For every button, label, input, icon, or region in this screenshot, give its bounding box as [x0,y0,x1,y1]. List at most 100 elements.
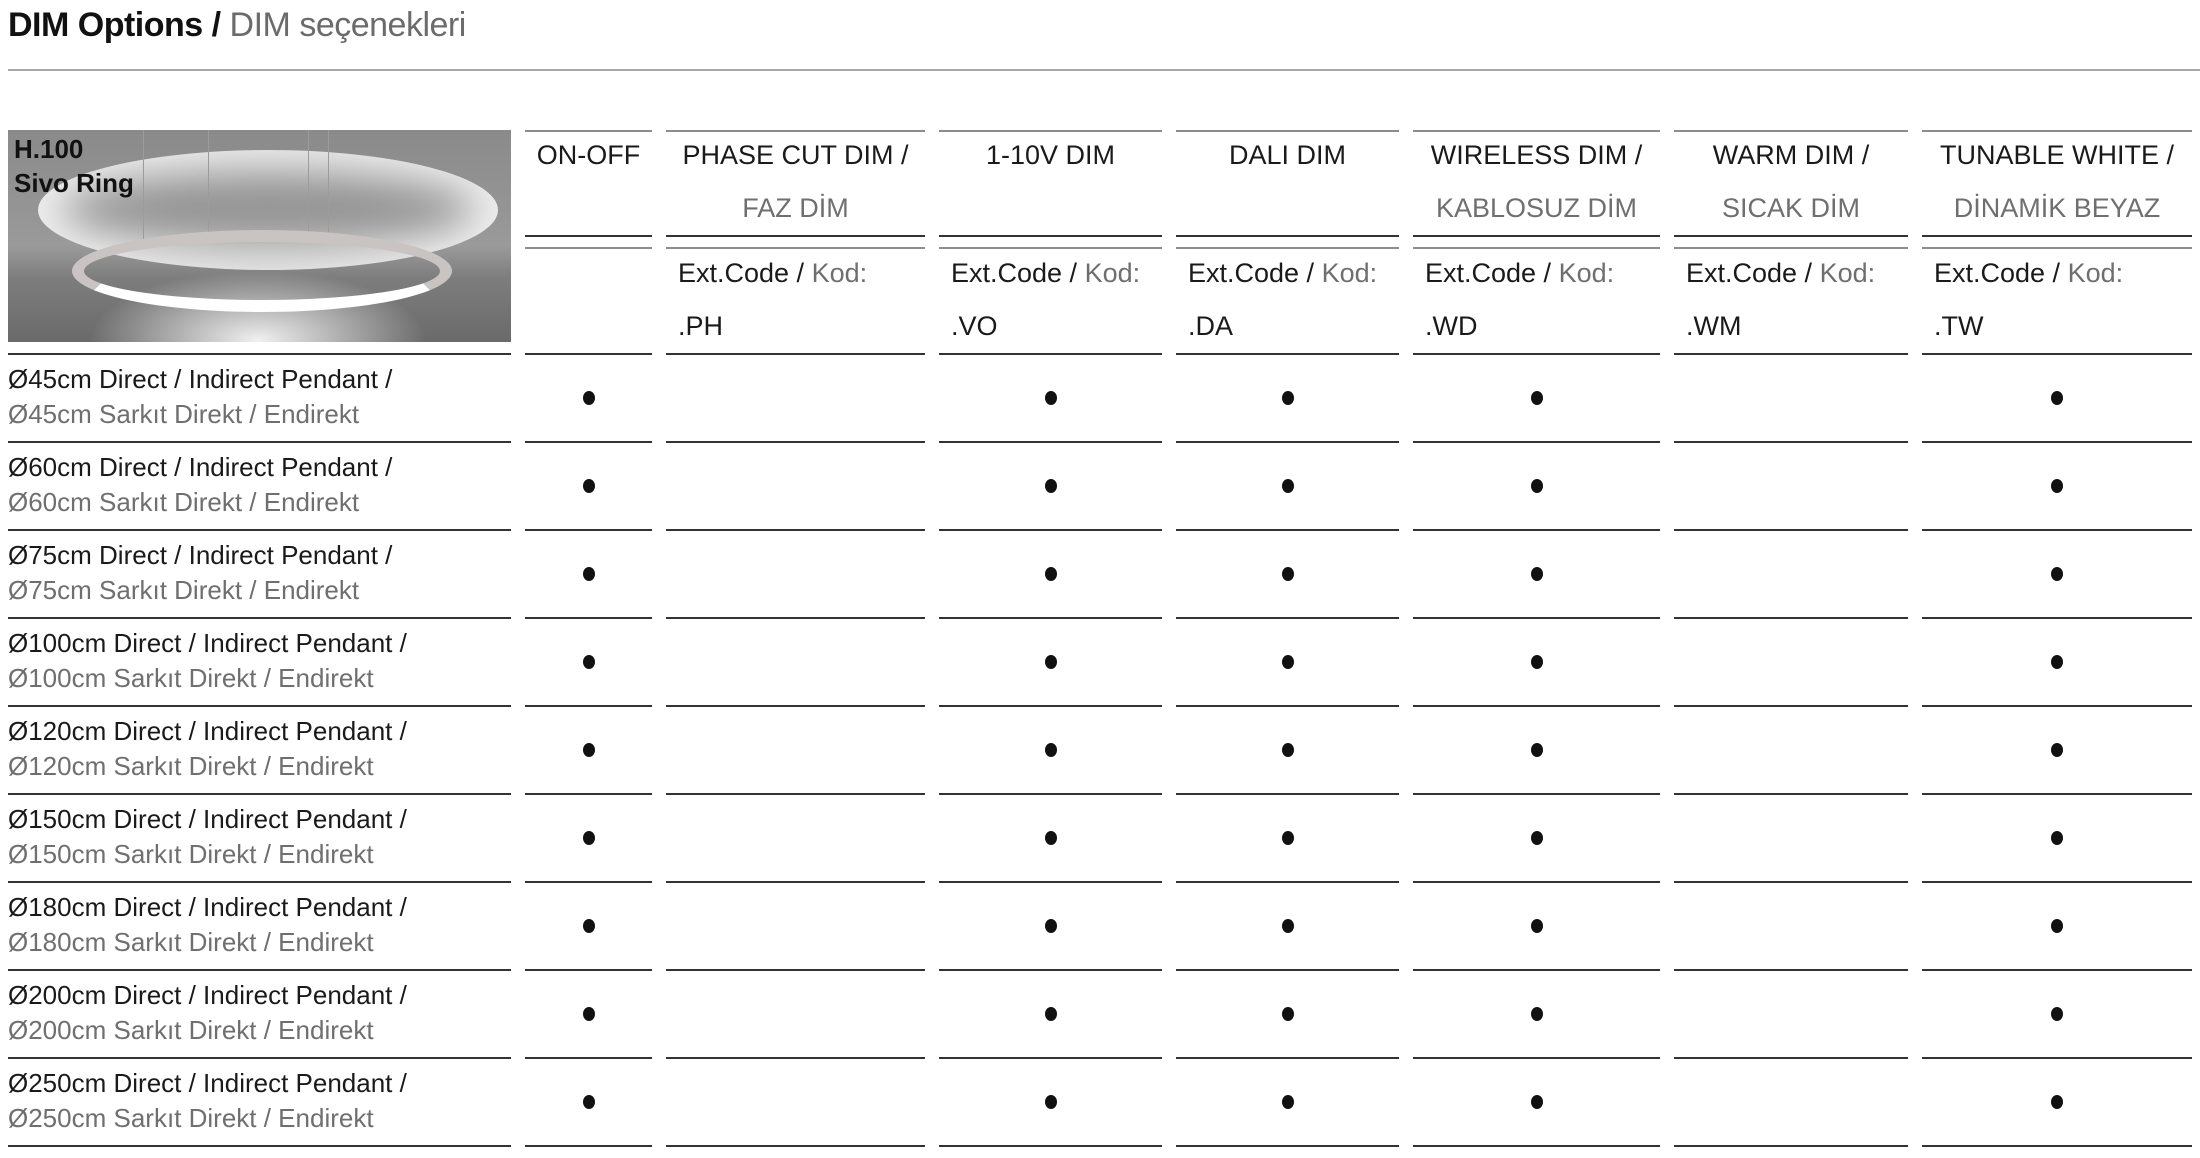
ext-code-label-tr: Kod: [1819,258,1876,288]
row-rule [1176,617,1399,619]
row-label-tr: Ø200cm Sarkıt Direkt / Endirekt [8,1015,374,1045]
column-subtitle-5: SICAK DİM [1721,193,1861,223]
row-rule [939,969,1162,971]
label-column-rule [8,353,511,355]
column-header-6: TUNABLE WHITE / [1922,140,2192,171]
supported-dot-icon [1530,831,1543,845]
supported-dot-icon [2051,831,2063,845]
row-label-en: Ø120cm Direct / Indirect Pendant / [8,716,407,746]
row-label-tr: Ø45cm Sarkıt Direkt / Endirekt [8,399,360,429]
row-rule [666,1145,925,1147]
row-rule [1674,441,1908,443]
suspension-wire [208,130,209,240]
supported-dot-icon [1281,1007,1294,1021]
row-label-tr: Ø120cm Sarkıt Direkt / Endirekt [8,751,374,781]
supported-dot-icon [1530,1095,1543,1109]
row-rule [939,793,1162,795]
supported-dot-icon [1044,919,1057,933]
row-rule [1413,1057,1660,1059]
ext-code-label-en: Ext.Code / [1686,258,1813,288]
row-rule [666,881,925,883]
code-bottom-rule [525,353,652,355]
product-name: Sivo Ring [14,168,134,198]
column-header-4: WIRELESS DIM / [1413,140,1660,171]
supported-dot-icon [582,919,595,933]
supported-dot-icon [2051,567,2063,581]
supported-dot-icon [1530,743,1543,757]
row-rule [1674,1057,1908,1059]
supported-dot-icon [1281,479,1294,493]
column-title: WIRELESS DIM / [1430,140,1643,170]
header-bottom-rule [1176,235,1399,237]
column-title: TUNABLE WHITE / [1939,140,2175,170]
row-rule [666,617,925,619]
header-bottom-rule [666,235,925,237]
row-label-tr: Ø150cm Sarkıt Direkt / Endirekt [8,839,374,869]
ext-code-label: Ext.Code / Kod: [951,258,1140,289]
ext-code-value: .PH [678,311,724,341]
row-rule [8,705,511,707]
title-turkish: DIM seçenekleri [229,6,467,44]
row-rule [1176,793,1399,795]
suspension-wire [328,130,329,240]
row-rule [939,617,1162,619]
supported-dot-icon [1044,655,1057,669]
supported-dot-icon [1281,567,1294,581]
row-rule [1922,1057,2192,1059]
supported-dot-icon [1044,391,1057,405]
code-top-rule [525,247,652,249]
row-rule [525,881,652,883]
row-rule [1674,969,1908,971]
supported-dot-icon [2051,743,2063,757]
code-top-rule [1674,247,1908,249]
supported-dot-icon [1281,831,1294,845]
row-rule [1413,705,1660,707]
supported-dot-icon [1281,1095,1294,1109]
code-bottom-rule [666,353,925,355]
supported-dot-icon [1044,831,1057,845]
row-rule [1176,1145,1399,1147]
code-bottom-rule [1176,353,1399,355]
ext-code-label-en: Ext.Code / [951,258,1078,288]
row-rule [525,529,652,531]
column-header-2: 1-10V DIM [939,140,1162,171]
supported-dot-icon [582,391,595,405]
supported-dot-icon [582,743,595,757]
column-header-3: DALI DIM [1176,140,1399,171]
row-label-tr: Ø75cm Sarkıt Direkt / Endirekt [8,575,360,605]
row-rule [1922,881,2192,883]
row-rule [666,793,925,795]
row-rule [1922,1145,2192,1147]
header-top-rule [939,130,1162,132]
row-rule [1674,617,1908,619]
ext-code-value: .WM [1686,311,1742,341]
code-top-rule [1922,247,2192,249]
ext-code-label-en: Ext.Code / [1425,258,1552,288]
supported-dot-icon [1044,479,1057,493]
ext-code-label: Ext.Code / Kod: [1188,258,1377,289]
supported-dot-icon [1281,655,1294,669]
ring-luminaire [72,230,452,312]
ext-code-label-en: Ext.Code / [678,258,805,288]
row-label-en: Ø75cm Direct / Indirect Pendant / [8,540,393,570]
product-code: H.100 [14,134,84,164]
header-top-rule [1413,130,1660,132]
row-rule [1413,969,1660,971]
row-rule [8,529,511,531]
ext-code-label-en: Ext.Code / [1934,258,2061,288]
row-rule [1176,881,1399,883]
supported-dot-icon [1530,479,1543,493]
row-label-en: Ø100cm Direct / Indirect Pendant / [8,628,407,658]
row-rule [525,441,652,443]
code-top-rule [939,247,1162,249]
supported-dot-icon [582,567,595,581]
row-rule [525,705,652,707]
supported-dot-icon [1530,1007,1543,1021]
suspension-wire [143,130,144,240]
code-bottom-rule [1413,353,1660,355]
row-rule [1922,617,2192,619]
row-rule [666,1057,925,1059]
row-label-tr: Ø100cm Sarkıt Direkt / Endirekt [8,663,374,693]
code-top-rule [1413,247,1660,249]
row-label-tr: Ø250cm Sarkıt Direkt / Endirekt [8,1103,374,1133]
